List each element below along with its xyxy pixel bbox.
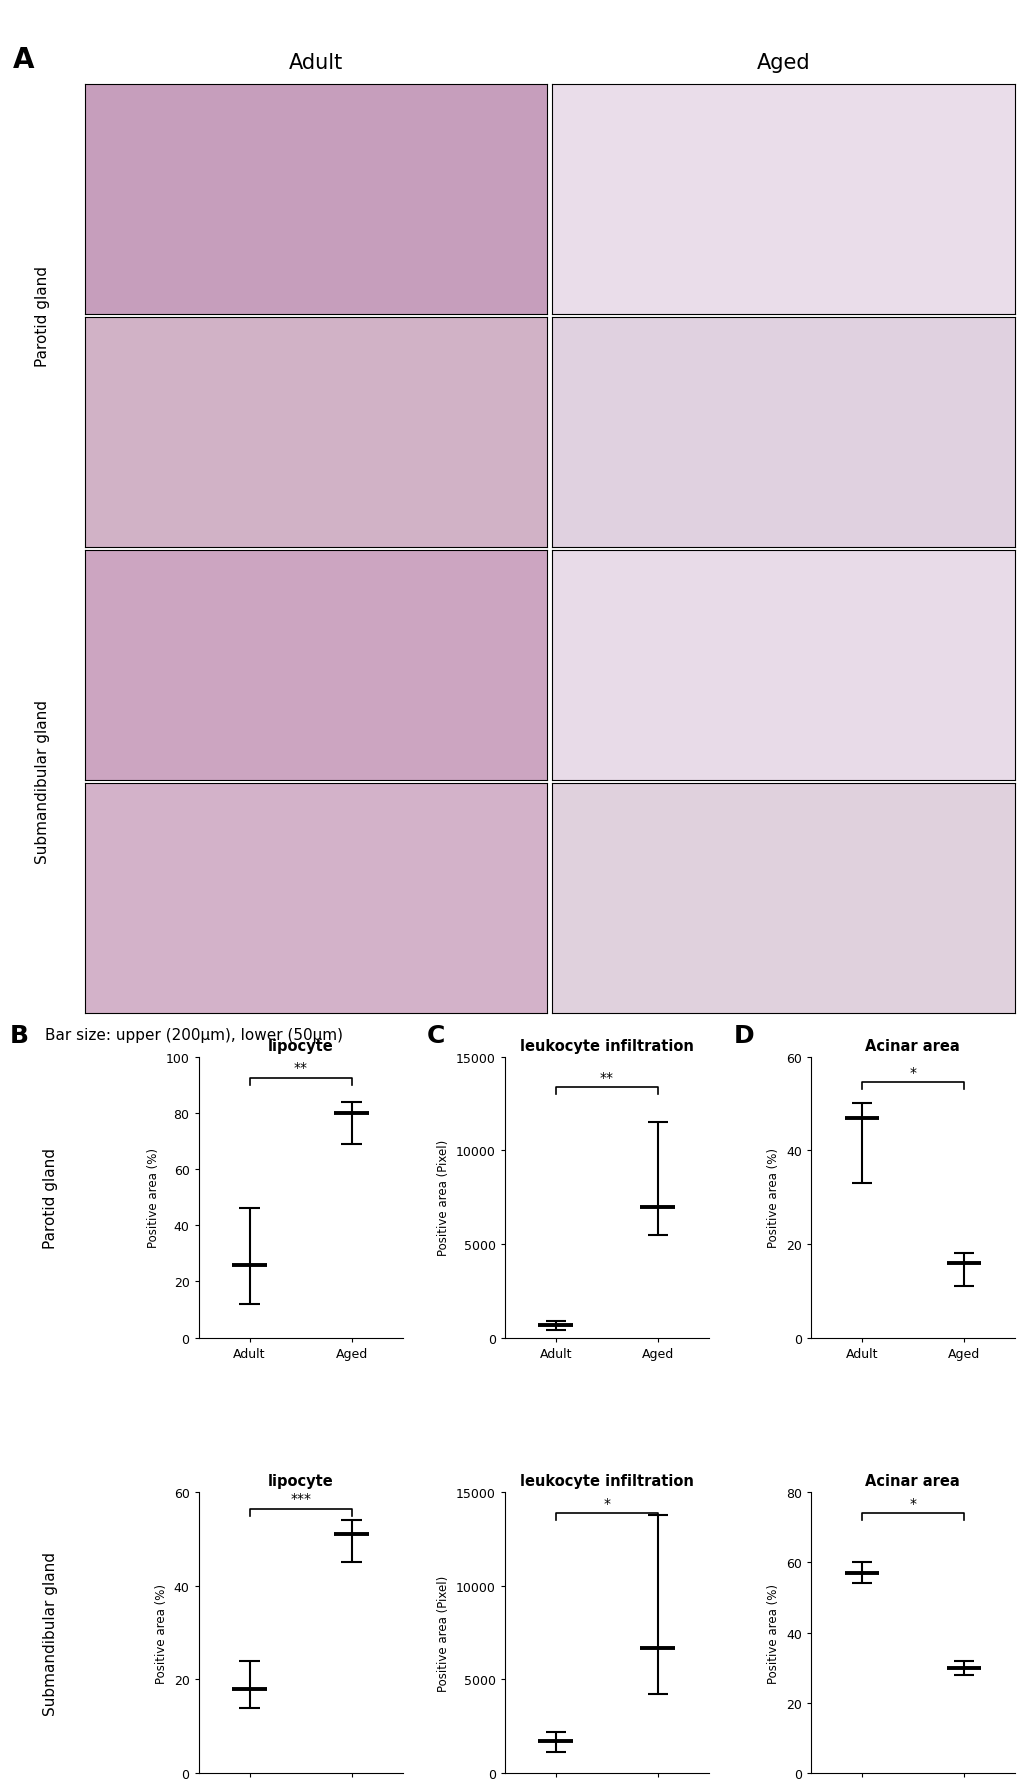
- Title: Acinar area: Acinar area: [865, 1039, 959, 1053]
- Title: lipocyte: lipocyte: [268, 1039, 333, 1053]
- Text: B: B: [9, 1023, 29, 1048]
- Text: Parotid gland: Parotid gland: [43, 1148, 58, 1247]
- Text: Parotid gland: Parotid gland: [35, 266, 50, 367]
- Text: *: *: [909, 1495, 915, 1509]
- Text: ***: ***: [289, 1492, 311, 1506]
- Text: A: A: [12, 46, 34, 73]
- Text: *: *: [602, 1495, 609, 1509]
- Title: Acinar area: Acinar area: [865, 1474, 959, 1488]
- Text: Bar size: upper (200μm), lower (50μm): Bar size: upper (200μm), lower (50μm): [46, 1028, 343, 1042]
- Y-axis label: Positive area (%): Positive area (%): [155, 1582, 168, 1682]
- Y-axis label: Positive area (Pixel): Positive area (Pixel): [437, 1139, 449, 1256]
- Text: Submandibular gland: Submandibular gland: [43, 1550, 58, 1714]
- Text: Aged: Aged: [756, 52, 810, 73]
- Y-axis label: Positive area (Pixel): Positive area (Pixel): [437, 1575, 449, 1691]
- Title: leukocyte infiltration: leukocyte infiltration: [520, 1474, 693, 1488]
- Title: leukocyte infiltration: leukocyte infiltration: [520, 1039, 693, 1053]
- Y-axis label: Positive area (%): Positive area (%): [766, 1148, 780, 1247]
- Text: Submandibular gland: Submandibular gland: [35, 700, 50, 864]
- Text: **: **: [293, 1060, 308, 1075]
- Text: **: **: [599, 1069, 613, 1083]
- Y-axis label: Positive area (%): Positive area (%): [766, 1582, 780, 1682]
- Text: C: C: [427, 1023, 445, 1048]
- Title: lipocyte: lipocyte: [268, 1474, 333, 1488]
- Y-axis label: Positive area (%): Positive area (%): [147, 1148, 160, 1247]
- Text: *: *: [909, 1066, 915, 1080]
- Text: D: D: [733, 1023, 753, 1048]
- Text: Adult: Adult: [288, 52, 343, 73]
